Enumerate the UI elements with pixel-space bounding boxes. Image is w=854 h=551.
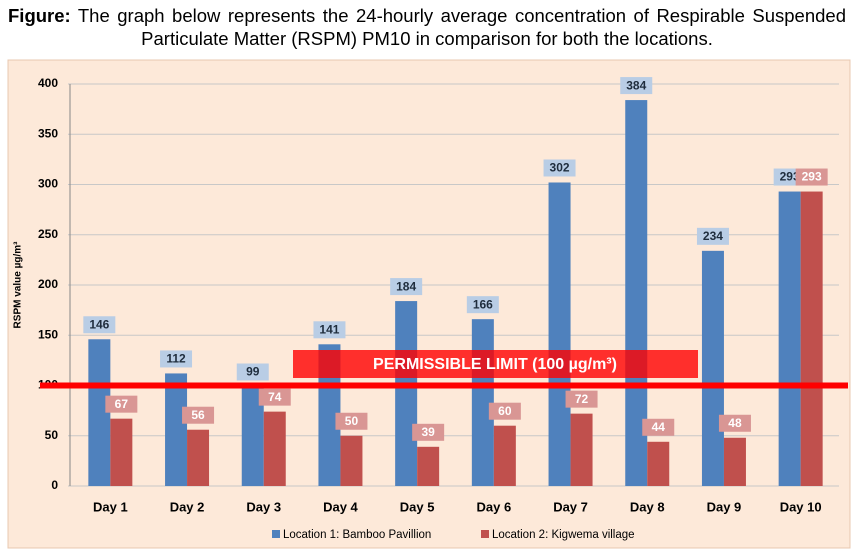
data-label: 48	[728, 416, 742, 430]
y-tick-label: 300	[38, 177, 58, 191]
data-label-box	[620, 77, 653, 95]
y-tick-label: 400	[38, 76, 58, 90]
data-label: 141	[319, 322, 339, 336]
data-label: 146	[89, 317, 109, 331]
legend-label: Location 1: Bamboo Pavillion	[283, 529, 431, 541]
x-tick-label: Day 3	[246, 499, 281, 514]
data-label: 72	[575, 392, 589, 406]
x-tick-label: Day 10	[780, 499, 822, 514]
data-label-box	[335, 412, 368, 430]
x-tick-label: Day 6	[476, 499, 511, 514]
data-label-box	[160, 350, 193, 368]
data-label: 112	[166, 352, 186, 366]
bar	[493, 425, 516, 486]
legend-swatch	[481, 530, 489, 538]
bar	[701, 250, 724, 486]
data-label-box	[83, 316, 116, 334]
x-tick-label: Day 8	[630, 499, 665, 514]
bar	[570, 413, 593, 486]
y-tick-label: 350	[38, 126, 58, 140]
x-tick-label: Day 9	[707, 499, 742, 514]
bar	[800, 191, 823, 486]
data-label: 56	[191, 408, 205, 422]
y-tick-label: 50	[45, 428, 59, 442]
caption: Figure: The graph below represents the 2…	[8, 4, 846, 50]
bar	[318, 344, 341, 486]
x-tick-label: Day 1	[93, 499, 128, 514]
bar	[625, 100, 648, 486]
data-label: 60	[498, 404, 512, 418]
bar	[165, 373, 188, 486]
x-tick-label: Day 5	[400, 499, 435, 514]
data-label: 74	[268, 390, 282, 404]
data-label-box	[105, 395, 138, 413]
legend-label: Location 2: Kigwema village	[492, 529, 635, 541]
data-label-box	[412, 423, 445, 441]
data-label-box	[795, 168, 828, 186]
data-label: 67	[115, 397, 129, 411]
data-label-box	[236, 363, 269, 381]
bar	[110, 418, 133, 486]
data-label-box	[718, 414, 751, 432]
x-tick-label: Day 4	[323, 499, 358, 514]
data-label-box	[543, 159, 576, 177]
bar	[471, 319, 494, 486]
limit-label: PERMISSIBLE LIMIT (100 µg/m³)	[373, 356, 617, 373]
data-label-box	[565, 390, 598, 408]
bar	[187, 429, 210, 486]
y-axis-label: RSPM value µg/m³	[13, 241, 24, 329]
data-label: 384	[626, 78, 646, 92]
limit-label-box	[293, 350, 698, 378]
bar	[88, 339, 111, 486]
data-label: 166	[473, 297, 493, 311]
bar	[263, 411, 286, 486]
data-label: 293	[802, 170, 822, 184]
data-label: 184	[396, 279, 416, 293]
data-label: 50	[345, 414, 359, 428]
data-label-box	[642, 418, 675, 436]
bar	[778, 191, 801, 486]
x-tick-label: Day 7	[553, 499, 588, 514]
legend-swatch	[272, 530, 280, 538]
data-label-box	[182, 406, 215, 424]
bar	[647, 441, 670, 486]
data-label: 302	[550, 161, 570, 175]
bar	[723, 437, 746, 486]
y-tick-label: 150	[38, 327, 58, 341]
data-label-box	[313, 321, 346, 339]
data-label: 234	[703, 229, 723, 243]
x-tick-label: Day 2	[170, 499, 205, 514]
bar	[548, 182, 571, 487]
y-tick-label: 250	[38, 227, 58, 241]
data-label-box	[390, 278, 423, 296]
bar	[241, 386, 264, 486]
data-label: 293	[780, 170, 800, 184]
data-label-box	[696, 227, 729, 245]
data-label: 39	[421, 425, 435, 439]
data-label: 99	[246, 365, 260, 379]
bar	[417, 446, 440, 486]
data-label-box	[258, 388, 291, 406]
data-label: 44	[652, 420, 666, 434]
caption-text: The graph below represents the 24-hourly…	[77, 5, 846, 49]
data-label-box	[466, 296, 499, 314]
bar	[395, 301, 418, 486]
bar	[340, 435, 363, 486]
y-tick-label: 200	[38, 277, 58, 291]
data-label-box	[488, 402, 521, 420]
y-tick-label: 0	[51, 478, 58, 492]
caption-label: Figure:	[8, 5, 71, 26]
